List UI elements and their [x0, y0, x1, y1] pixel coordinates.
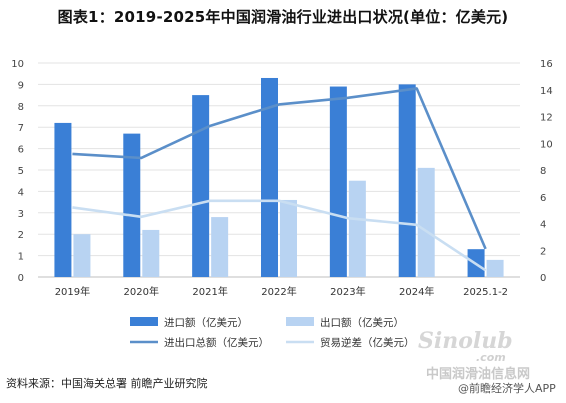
legend-label: 进出口总额（亿美元）	[164, 336, 269, 349]
export-bar	[486, 259, 504, 277]
export-bar	[417, 167, 435, 277]
x-tick-label: 2021年	[192, 285, 227, 298]
bars	[54, 77, 504, 278]
export-bar	[280, 199, 297, 277]
watermark-site-name: 中国润滑油信息网	[426, 367, 531, 382]
export-bar	[348, 180, 366, 277]
right-tick-label: 6	[540, 193, 546, 204]
left-tick-label: 5	[18, 166, 24, 177]
export-bar	[142, 229, 160, 277]
x-tick-label: 2022年	[261, 285, 296, 298]
right-tick-label: 4	[540, 220, 546, 231]
import-bar	[123, 133, 141, 277]
left-tick-label: 1	[18, 252, 24, 263]
right-axis-ticks: 0 2 4 6 8 10 12 14 16	[540, 59, 553, 284]
x-tick-label: 2024年	[399, 285, 434, 298]
import-bar	[398, 84, 416, 278]
right-tick-label: 0	[540, 273, 546, 284]
right-tick-label: 10	[540, 139, 553, 150]
left-tick-label: 9	[18, 80, 24, 91]
legend-label: 贸易逆差（亿美元）	[320, 336, 415, 349]
left-tick-label: 0	[18, 273, 24, 284]
legend-label: 进口额（亿美元）	[164, 316, 248, 329]
export-bar	[73, 234, 91, 277]
watermark-logo: Sinolub	[418, 328, 513, 354]
import-bar	[54, 122, 72, 277]
import-bar	[261, 77, 278, 277]
right-tick-label: 16	[540, 59, 553, 70]
left-tick-label: 6	[18, 145, 24, 156]
right-tick-label: 14	[540, 86, 553, 97]
left-tick-label: 10	[11, 59, 24, 70]
watermark-domain: .com	[476, 351, 506, 364]
x-tick-label: 2023年	[330, 285, 365, 298]
x-axis-labels: 2019年 2020年 2021年 2022年 2023年 2024年 2025.1-2	[55, 285, 508, 298]
legend: 进口额（亿美元） 出口额（亿美元） 进出口总额（亿美元） 贸易逆差（亿美元）	[130, 316, 415, 349]
import-bar	[192, 95, 210, 277]
left-axis-ticks: 0 1 2 3 4 5 6 7 8 9 10	[11, 59, 24, 284]
left-tick-label: 8	[18, 102, 24, 113]
lines	[72, 87, 487, 272]
left-tick-label: 3	[18, 209, 24, 220]
left-tick-label: 4	[18, 187, 24, 198]
import-bar	[329, 86, 347, 277]
right-tick-label: 2	[540, 246, 546, 257]
legend-swatch	[130, 317, 158, 326]
left-tick-label: 2	[18, 230, 24, 241]
legend-label: 出口额（亿美元）	[320, 316, 404, 329]
left-tick-label: 7	[18, 123, 24, 134]
chart-title: 图表1：2019-2025年中国润滑油行业进出口状况(单位：亿美元)	[57, 8, 509, 26]
legend-swatch	[286, 317, 314, 326]
x-tick-label: 2025.1-2	[463, 287, 508, 298]
export-bar	[211, 217, 229, 277]
x-tick-label: 2020年	[124, 285, 159, 298]
right-tick-label: 12	[540, 113, 553, 124]
right-tick-label: 8	[540, 166, 546, 177]
source-note: 资料来源：中国海关总署 前瞻产业研究院	[6, 377, 208, 390]
x-tick-label: 2019年	[55, 285, 90, 298]
watermark-app: @前瞻经济学人APP	[458, 382, 556, 395]
